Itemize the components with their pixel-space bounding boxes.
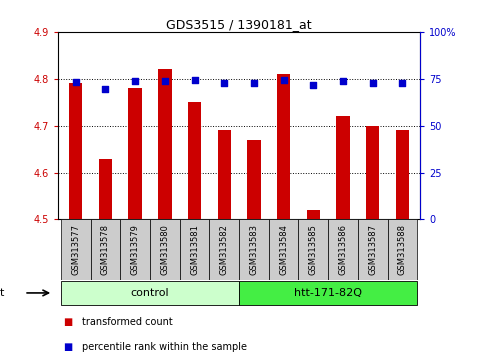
Point <box>161 78 169 84</box>
Text: percentile rank within the sample: percentile rank within the sample <box>82 342 247 352</box>
Text: ■: ■ <box>63 342 72 352</box>
Text: transformed count: transformed count <box>82 317 173 327</box>
Bar <box>180 219 210 280</box>
Bar <box>307 210 320 219</box>
Point <box>280 77 287 82</box>
Text: GSM313585: GSM313585 <box>309 224 318 275</box>
Text: GSM313579: GSM313579 <box>131 224 140 275</box>
Bar <box>239 219 269 280</box>
Bar <box>120 219 150 280</box>
Text: GSM313582: GSM313582 <box>220 224 229 275</box>
Point <box>369 80 377 85</box>
Text: agent: agent <box>0 288 5 298</box>
Bar <box>128 88 142 219</box>
Bar <box>239 281 417 305</box>
Text: GSM313578: GSM313578 <box>101 224 110 275</box>
Bar <box>61 281 239 305</box>
Bar <box>387 219 417 280</box>
Point <box>72 79 80 84</box>
Bar <box>366 126 379 219</box>
Bar <box>210 219 239 280</box>
Point <box>250 81 258 86</box>
Text: GSM313581: GSM313581 <box>190 224 199 275</box>
Title: GDS3515 / 1390181_at: GDS3515 / 1390181_at <box>166 18 312 31</box>
Bar <box>396 130 409 219</box>
Text: GSM313577: GSM313577 <box>71 224 80 275</box>
Point <box>310 82 317 88</box>
Bar <box>150 219 180 280</box>
Point <box>339 78 347 84</box>
Text: ■: ■ <box>63 317 72 327</box>
Text: GSM313583: GSM313583 <box>249 224 258 275</box>
Bar <box>298 219 328 280</box>
Bar <box>99 159 112 219</box>
Bar <box>188 102 201 219</box>
Bar <box>336 116 350 219</box>
Bar <box>277 74 290 219</box>
Text: GSM313586: GSM313586 <box>339 224 347 275</box>
Bar <box>247 140 261 219</box>
Text: GSM313580: GSM313580 <box>160 224 170 275</box>
Bar <box>217 130 231 219</box>
Point <box>101 86 109 92</box>
Bar <box>358 219 387 280</box>
Point <box>398 80 406 85</box>
Text: GSM313587: GSM313587 <box>368 224 377 275</box>
Bar <box>269 219 298 280</box>
Point <box>131 78 139 84</box>
Text: GSM313584: GSM313584 <box>279 224 288 275</box>
Bar <box>69 84 83 219</box>
Bar <box>61 219 91 280</box>
Text: GSM313588: GSM313588 <box>398 224 407 275</box>
Text: control: control <box>131 288 170 298</box>
Bar <box>91 219 120 280</box>
Bar <box>328 219 358 280</box>
Text: htt-171-82Q: htt-171-82Q <box>294 288 362 298</box>
Point <box>220 81 228 86</box>
Point <box>191 77 199 82</box>
Bar <box>158 69 171 219</box>
